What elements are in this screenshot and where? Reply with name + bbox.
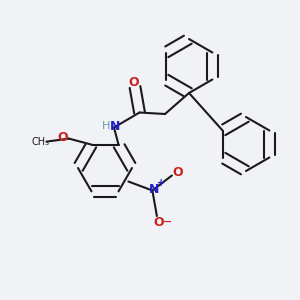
Text: N: N (149, 182, 159, 196)
Text: O: O (128, 76, 139, 89)
Text: O: O (172, 166, 183, 179)
Text: CH₃: CH₃ (32, 136, 50, 147)
Text: O: O (153, 215, 164, 229)
Text: −: − (163, 217, 172, 227)
Text: N: N (110, 119, 121, 133)
Text: O: O (57, 130, 68, 144)
Text: H: H (101, 121, 110, 131)
Text: +: + (157, 178, 165, 188)
